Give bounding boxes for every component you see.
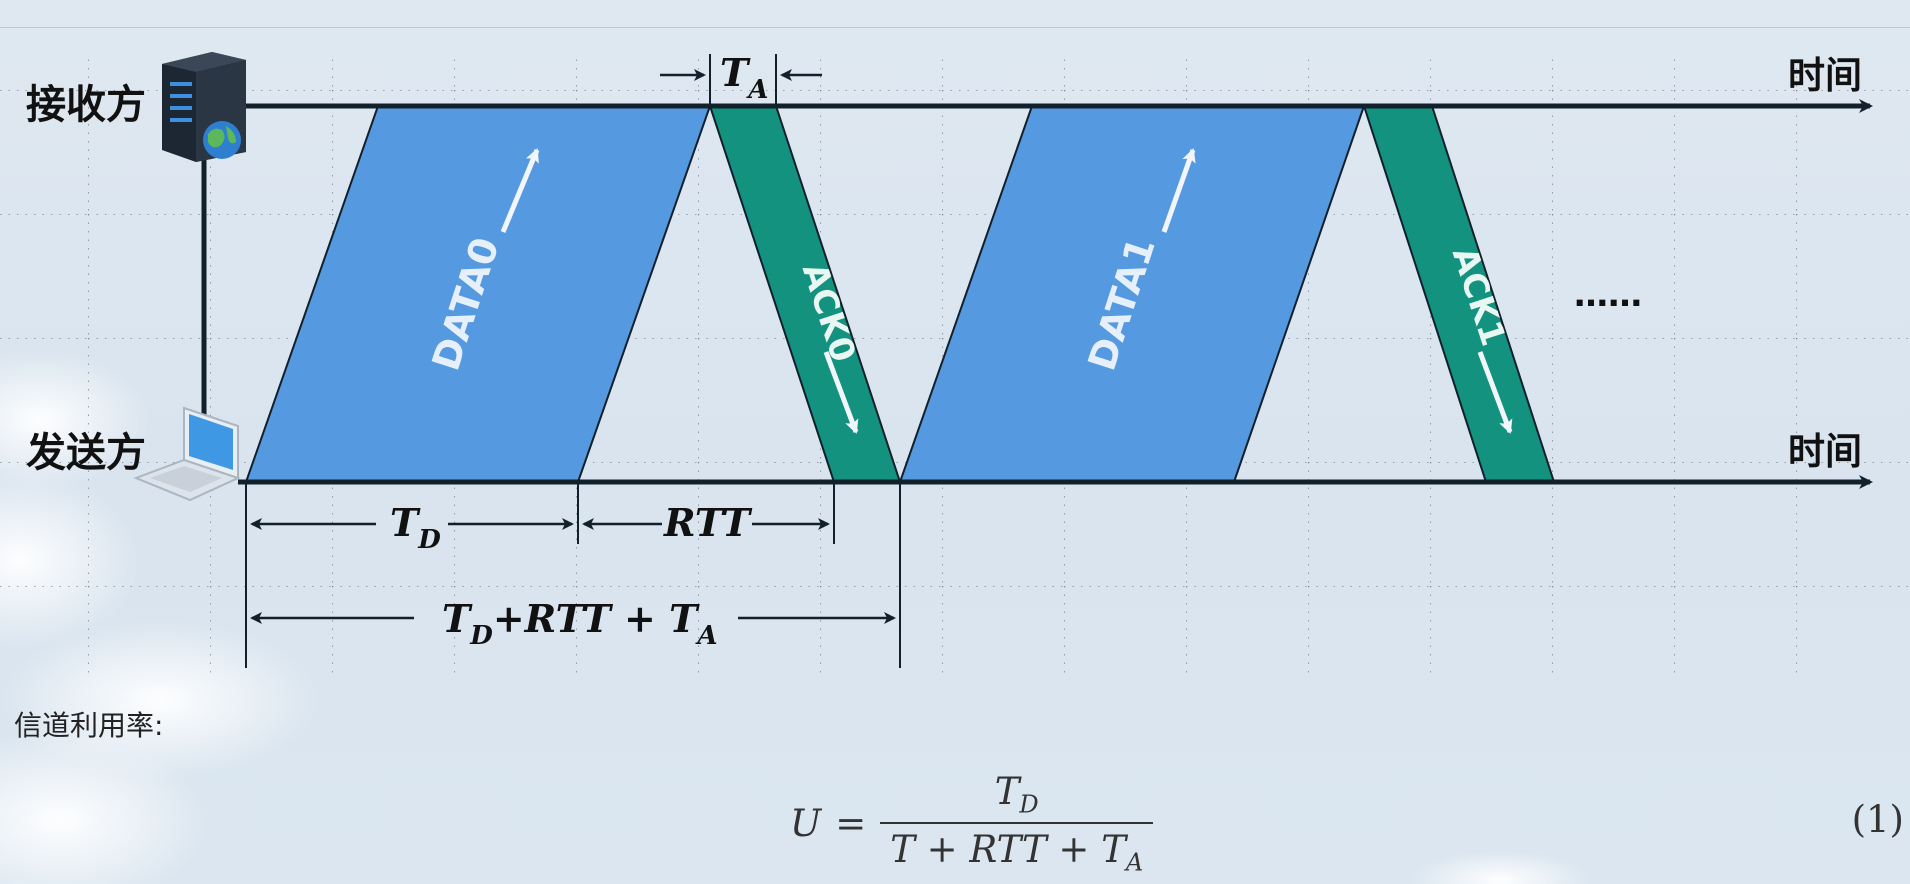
ta-label: TA bbox=[720, 50, 768, 105]
formula-numerator: TD bbox=[985, 770, 1049, 822]
total-t1: T bbox=[442, 596, 473, 641]
fraction-bar bbox=[880, 822, 1154, 825]
ellipsis-more: …… bbox=[1574, 275, 1642, 315]
td-main: T bbox=[390, 500, 421, 545]
sender-label: 发送方 bbox=[26, 430, 146, 476]
data0-direction-arrow bbox=[500, 148, 540, 233]
time-label-bottom: 时间 bbox=[1788, 430, 1862, 473]
total-label: TD+RTT + TA bbox=[442, 596, 718, 651]
ack0-direction-arrow bbox=[823, 351, 859, 434]
formula-denominator: T + RTT + TA bbox=[880, 824, 1153, 876]
td-label: TD bbox=[390, 500, 441, 555]
total-s2: A bbox=[694, 621, 717, 651]
formula-num-sub: D bbox=[1019, 790, 1039, 819]
total-mid: +RTT + bbox=[493, 596, 669, 641]
rtt-label: RTT bbox=[663, 500, 753, 545]
ta-main: T bbox=[720, 50, 751, 95]
time-label-top: 时间 bbox=[1788, 54, 1862, 97]
utilization-caption: 信道利用率: bbox=[14, 709, 164, 742]
formula-num-main: T bbox=[994, 770, 1020, 813]
formula-den-main: T bbox=[1101, 828, 1126, 872]
formula-lhs: U bbox=[790, 801, 822, 845]
server-icon bbox=[162, 52, 246, 162]
top-divider bbox=[0, 27, 1910, 28]
formula-fraction: TD T + RTT + TA bbox=[880, 770, 1154, 877]
receiver-label: 接收方 bbox=[26, 82, 146, 128]
data1-direction-arrow bbox=[1161, 148, 1196, 233]
formula-equals: = bbox=[835, 801, 867, 845]
ack1-direction-arrow bbox=[1477, 351, 1513, 434]
total-s1: D bbox=[469, 621, 493, 651]
utilization-formula: U = TD T + RTT + TA bbox=[790, 770, 1154, 877]
stop-and-wait-timing-diagram: DATA0 ACK0 DATA1 ACK1 …… 时间 时间 接收方 发送方 bbox=[0, 50, 1910, 675]
equation-number: (1) bbox=[1851, 798, 1904, 841]
total-t2: T bbox=[669, 596, 700, 641]
formula-den-prefix: T + RTT + bbox=[890, 828, 1102, 872]
td-sub: D bbox=[417, 525, 441, 555]
ta-sub: A bbox=[745, 75, 768, 105]
formula-den-sub: A bbox=[1125, 848, 1144, 877]
laptop-icon bbox=[133, 406, 241, 502]
